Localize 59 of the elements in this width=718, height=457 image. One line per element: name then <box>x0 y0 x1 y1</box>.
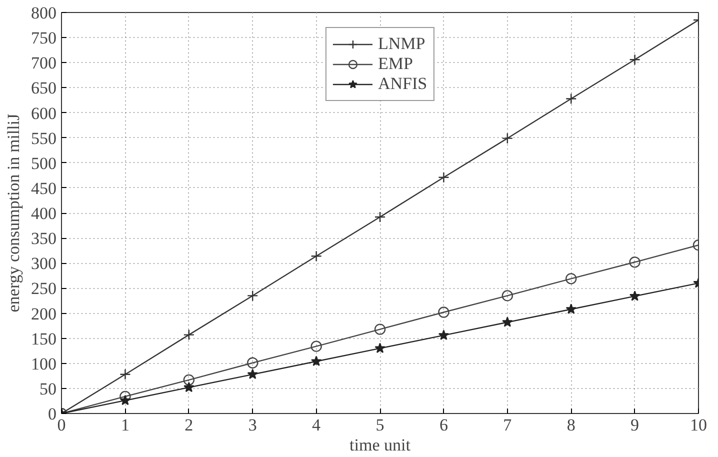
y-tick-label: 250 <box>31 279 56 298</box>
point <box>502 132 513 144</box>
point <box>247 290 258 302</box>
x-tick-label: 3 <box>248 416 257 434</box>
y-tick-label: 700 <box>31 54 56 73</box>
point <box>502 290 513 302</box>
x-tick-label: 1 <box>120 416 130 434</box>
y-tick-label: 300 <box>31 254 56 274</box>
legend-label: ANFIS <box>378 74 428 94</box>
point <box>374 211 386 223</box>
x-tick-label: 4 <box>312 416 322 434</box>
point <box>120 394 131 406</box>
y-tick-label: 450 <box>31 178 56 198</box>
y-tick-label: 500 <box>31 154 56 173</box>
x-tick-label: 7 <box>503 416 512 434</box>
point <box>310 250 322 262</box>
x-tick-label: 5 <box>376 416 384 434</box>
line-series <box>62 14 698 414</box>
y-tick-label: 600 <box>31 104 56 123</box>
point <box>374 324 386 335</box>
point <box>310 340 322 352</box>
y-tick-label: 550 <box>31 128 56 148</box>
point <box>310 356 322 366</box>
point <box>502 316 513 327</box>
point <box>183 374 194 386</box>
point <box>247 368 258 380</box>
point <box>566 273 577 284</box>
point <box>438 306 450 318</box>
point <box>629 256 640 268</box>
x-tick-label: 9 <box>630 416 640 434</box>
y-tick-label: 350 <box>31 229 56 248</box>
point <box>184 382 194 392</box>
y-tick-label: 100 <box>31 354 56 374</box>
legend-label: LNMP <box>378 34 426 54</box>
x-tick-label: 6 <box>439 416 448 434</box>
point <box>120 368 131 380</box>
x-tick-label: 8 <box>566 416 576 434</box>
y-tick-label: 750 <box>31 28 56 48</box>
y-tick-label: 650 <box>31 78 56 98</box>
point <box>566 304 576 314</box>
y-tick-label: 150 <box>31 329 56 348</box>
x-tick-label: 10 <box>690 416 707 434</box>
point <box>247 357 258 368</box>
y-tick-label: 400 <box>31 204 56 223</box>
y-tick-label: 800 <box>31 4 56 22</box>
point <box>120 390 131 402</box>
y-tick-label: 200 <box>31 304 56 324</box>
point <box>566 93 577 104</box>
y-axis-title: energy consumption in milliJ <box>4 113 23 312</box>
point <box>629 54 640 66</box>
x-tick-label: 2 <box>184 416 194 434</box>
x-axis-title: time unit <box>350 436 411 454</box>
point <box>438 172 450 184</box>
point <box>374 342 386 353</box>
point <box>438 330 450 340</box>
point <box>629 290 640 301</box>
legend-label: EMP <box>378 54 413 74</box>
y-tick-label: 50 <box>40 379 56 398</box>
point <box>183 329 194 340</box>
